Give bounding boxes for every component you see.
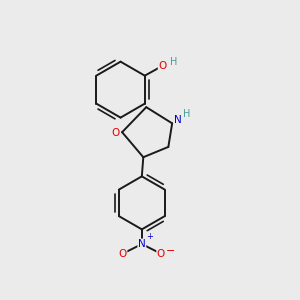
- Text: +: +: [146, 232, 153, 241]
- Text: O: O: [118, 249, 127, 260]
- Text: O: O: [158, 61, 166, 71]
- Text: O: O: [112, 128, 120, 138]
- Text: N: N: [138, 239, 146, 249]
- Text: −: −: [166, 246, 175, 256]
- Text: N: N: [174, 116, 182, 125]
- Text: H: H: [183, 109, 190, 119]
- Text: O: O: [157, 249, 165, 260]
- Text: H: H: [170, 56, 177, 67]
